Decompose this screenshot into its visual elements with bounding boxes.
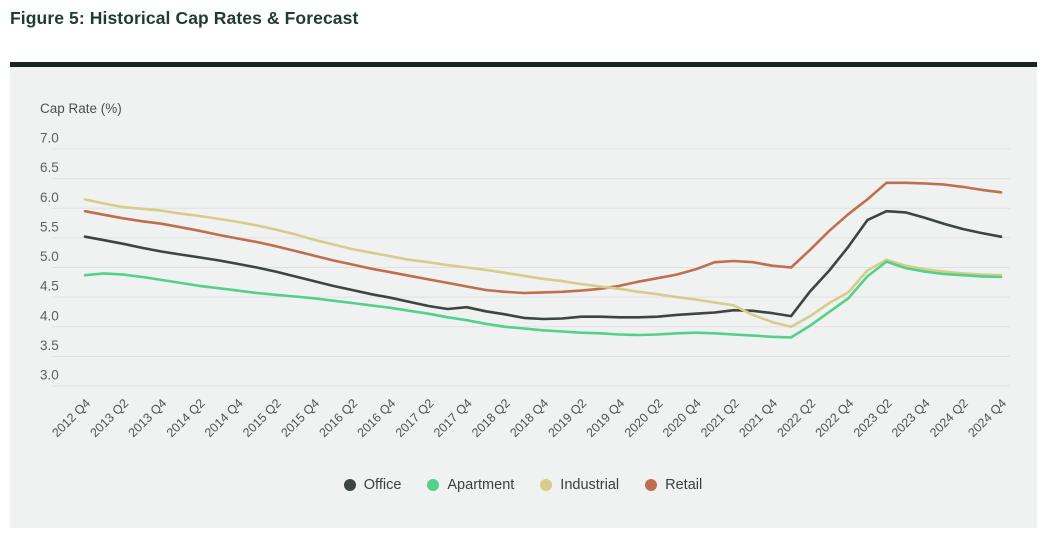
retail-series-line	[83, 181, 1003, 295]
x-tick-label: 2021 Q4	[736, 396, 780, 440]
x-tick-label: 2020 Q4	[660, 396, 704, 440]
y-tick-label: 5.0	[40, 249, 59, 264]
x-tick-label: 2023 Q4	[889, 396, 933, 440]
y-tick-label: 3.0	[40, 368, 59, 383]
x-tick-label: 2014 Q2	[164, 396, 208, 440]
x-tick-label: 2016 Q4	[355, 396, 399, 440]
office-series-dot	[343, 479, 356, 491]
apartment-series-line	[83, 260, 1003, 339]
office-series-line	[83, 209, 1003, 321]
x-tick-label: 2022 Q4	[813, 396, 857, 440]
x-tick-label: 2014 Q4	[202, 396, 246, 440]
y-tick-label: 4.0	[40, 308, 59, 323]
x-tick-label: 2019 Q2	[545, 396, 589, 440]
y-tick-label: 4.5	[40, 279, 59, 294]
x-tick-label: 2013 Q2	[87, 396, 131, 440]
x-tick-label: 2015 Q4	[278, 396, 322, 440]
y-axis-title: Cap Rate (%)	[40, 101, 122, 116]
x-tick-label: 2019 Q4	[584, 396, 628, 440]
legend-item-retail: Retail	[645, 477, 702, 493]
x-tick-label: 2022 Q2	[774, 396, 818, 440]
x-tick-label: 2023 Q2	[851, 396, 895, 440]
legend-label-office: Office	[363, 477, 402, 493]
y-tick-label: 7.0	[40, 131, 59, 146]
x-tick-label: 2018 Q4	[507, 396, 551, 440]
x-tick-label: 2013 Q4	[126, 396, 170, 440]
apartment-series-dot	[427, 479, 440, 491]
y-tick-label: 3.5	[40, 338, 59, 353]
x-tick-label: 2021 Q2	[698, 396, 742, 440]
industrial-series-dot	[540, 479, 553, 491]
legend-item-office: Office	[343, 477, 402, 493]
x-tick-label: 2017 Q4	[431, 396, 475, 440]
x-tick-label: 2012 Q4	[49, 396, 93, 440]
y-tick-label: 6.0	[40, 190, 59, 205]
x-tick-label: 2020 Q2	[622, 396, 666, 440]
legend-item-apartment: Apartment	[427, 477, 514, 493]
x-tick-label: 2015 Q2	[240, 396, 284, 440]
chart-legend: Office Apartment Industrial Retail	[0, 477, 1046, 493]
x-tick-label: 2024 Q2	[927, 396, 971, 440]
industrial-series-line	[83, 198, 1003, 329]
figure-title: Figure 5: Historical Cap Rates & Forecas…	[10, 8, 359, 28]
y-tick-label: 6.5	[40, 160, 59, 175]
x-tick-label: 2018 Q2	[469, 396, 513, 440]
legend-label-apartment: Apartment	[447, 477, 515, 493]
y-tick-label: 5.5	[40, 219, 59, 234]
x-tick-label: 2016 Q2	[316, 396, 360, 440]
x-tick-label: 2024 Q4	[965, 396, 1009, 440]
legend-label-industrial: Industrial	[560, 477, 620, 493]
panel-top-border	[10, 62, 1037, 67]
legend-item-industrial: Industrial	[540, 477, 619, 493]
x-tick-label: 2017 Q2	[393, 396, 437, 440]
legend-label-retail: Retail	[665, 477, 703, 493]
retail-series-dot	[645, 479, 658, 491]
